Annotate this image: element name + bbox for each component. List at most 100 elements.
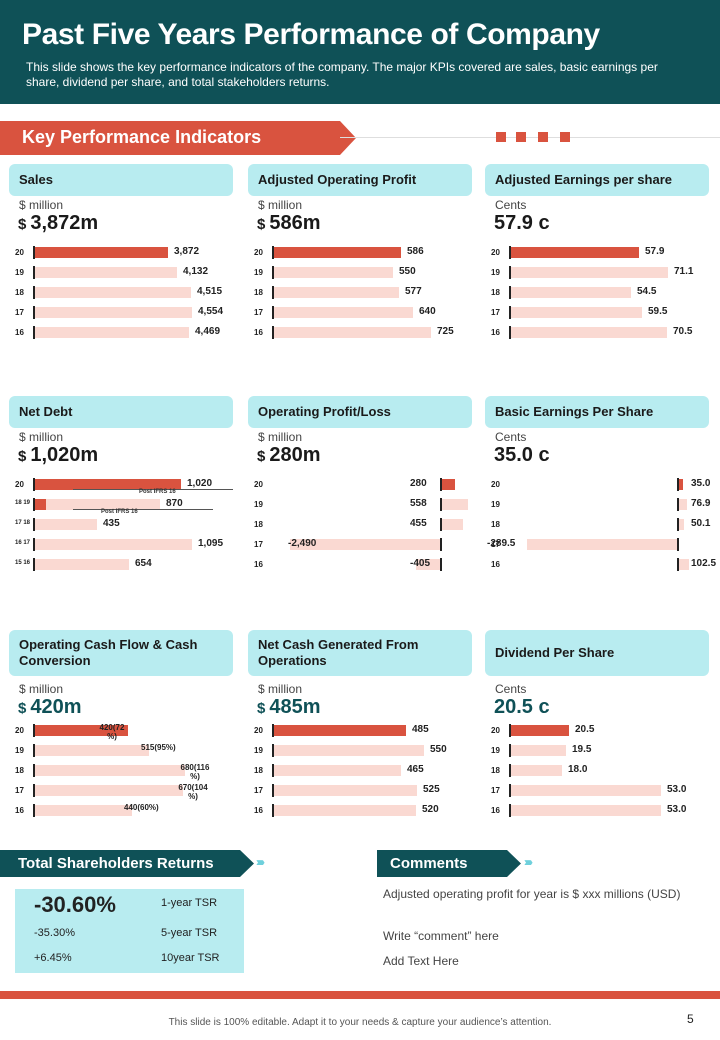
- year-label: 16: [254, 328, 263, 337]
- tsr-value-3: +6.45%: [34, 952, 72, 964]
- bar-mark: [274, 725, 406, 736]
- bar-value-label: 586: [407, 246, 424, 257]
- bar-value-label: 515(95%): [141, 743, 176, 752]
- bar-value-label: 640: [419, 306, 436, 317]
- ifrs-note: Post IFRS 16: [101, 509, 138, 515]
- bar-mark: [511, 745, 566, 756]
- year-label: 18: [254, 288, 263, 297]
- bar-value-label: 4,554: [198, 306, 224, 317]
- year-label: 15 16: [15, 560, 31, 566]
- card-title: Operating Cash Flow & Cash Conversion: [19, 637, 198, 668]
- bar-mark: [35, 267, 177, 278]
- axis-tick: [272, 804, 274, 817]
- bar-mark: [679, 499, 687, 510]
- headline-number: 3,872m: [30, 212, 99, 234]
- tsr-label-2: 5-year TSR: [161, 927, 218, 939]
- year-label: 17: [491, 540, 500, 549]
- axis-tick: [272, 246, 274, 259]
- year-label: 18: [491, 520, 500, 529]
- bar-value-label: 465: [407, 764, 424, 775]
- card-title: Net Cash Generated From Operations: [258, 637, 419, 668]
- axis-tick: [509, 246, 511, 259]
- bar-mark: [274, 765, 401, 776]
- year-label: 16 17: [15, 540, 31, 546]
- axis-tick: [509, 804, 511, 817]
- bar-value-label: 1,095: [198, 538, 224, 549]
- axis-tick: [677, 538, 679, 551]
- card-unit: $ million: [258, 682, 303, 696]
- bar-value-label: 71.1: [674, 266, 694, 277]
- footer-text: This slide is 100% editable. Adapt it to…: [168, 1017, 552, 1028]
- headline-number: 20.5 c: [494, 696, 550, 718]
- card-headline-value: 20.5 c: [494, 696, 550, 719]
- year-label: 16: [491, 328, 500, 337]
- card-title: Sales: [19, 172, 53, 187]
- axis-tick: [272, 326, 274, 339]
- bar-mark: [35, 307, 192, 318]
- year-label: 18 19: [15, 500, 31, 506]
- year-label: 18: [491, 288, 500, 297]
- tsr-label-3: 10year TSR: [161, 952, 220, 964]
- chevrons-icon: ››››››: [524, 855, 533, 869]
- axis-tick: [33, 326, 35, 339]
- dollar-sign: $: [18, 216, 27, 233]
- bar-mark: [511, 287, 631, 298]
- bar-mark: [35, 247, 168, 258]
- card-header: Adjusted Earnings per share: [485, 164, 709, 196]
- bar-mark: [274, 327, 431, 338]
- year-label: 19: [491, 268, 500, 277]
- year-label: 17: [254, 540, 263, 549]
- bar-mark: [511, 327, 667, 338]
- bar-mark: [442, 499, 468, 510]
- bar-mark: [511, 307, 642, 318]
- year-label: 19: [491, 746, 500, 755]
- bar-mark: [511, 267, 668, 278]
- axis-tick: [33, 498, 35, 511]
- tsr-title: Total Shareholders Returns: [18, 855, 214, 872]
- card-header: Dividend Per Share: [485, 630, 709, 676]
- bar-mark: [35, 559, 129, 570]
- axis-tick: [272, 784, 274, 797]
- bar-value-label: 1,020: [187, 478, 213, 489]
- axis-tick: [272, 764, 274, 777]
- year-label: 20: [254, 248, 263, 257]
- headline-number: 1,020m: [30, 444, 99, 466]
- year-label: 20: [15, 480, 24, 489]
- dollar-sign: $: [257, 216, 266, 233]
- card-unit: Cents: [495, 682, 527, 696]
- axis-tick: [33, 724, 35, 737]
- year-label: 19: [491, 500, 500, 509]
- axis-tick: [440, 498, 442, 511]
- card-header: Sales: [9, 164, 233, 196]
- chevrons-icon: ››››››: [256, 855, 265, 869]
- tsr-banner: [0, 850, 254, 877]
- bar-value-label: 520: [422, 804, 439, 815]
- decor-square: [496, 132, 506, 142]
- bar-value-label: 485: [412, 724, 429, 735]
- axis-tick: [272, 286, 274, 299]
- card-title: Adjusted Operating Profit: [258, 172, 417, 187]
- bar-mark: [511, 805, 661, 816]
- year-label: 19: [254, 268, 263, 277]
- page-number: 5: [687, 1012, 694, 1026]
- tsr-banner-label-wrap: Total Shareholders Returns: [0, 850, 254, 877]
- tsr-box: [15, 889, 244, 973]
- bar-value-label: 3,872: [174, 246, 200, 257]
- bar-mark: [511, 785, 661, 796]
- headline-number: 586m: [269, 212, 321, 234]
- bar-value-label: 558: [410, 498, 427, 509]
- bar-mark: [35, 499, 46, 510]
- card-headline-value: 35.0 c: [494, 444, 550, 467]
- bar-mark: [679, 479, 683, 490]
- year-label: 17: [254, 786, 263, 795]
- card-title: Dividend Per Share: [495, 645, 615, 660]
- year-label: 20: [254, 480, 263, 489]
- year-label: 17: [491, 308, 500, 317]
- axis-tick: [272, 724, 274, 737]
- bar-mark: [290, 539, 440, 550]
- card-unit: $ million: [19, 430, 64, 444]
- card-headline-value: 57.9 c: [494, 212, 550, 235]
- year-label: 16: [15, 806, 24, 815]
- bar-mark: [527, 539, 677, 550]
- ifrs-note: Post IFRS 16: [139, 489, 176, 495]
